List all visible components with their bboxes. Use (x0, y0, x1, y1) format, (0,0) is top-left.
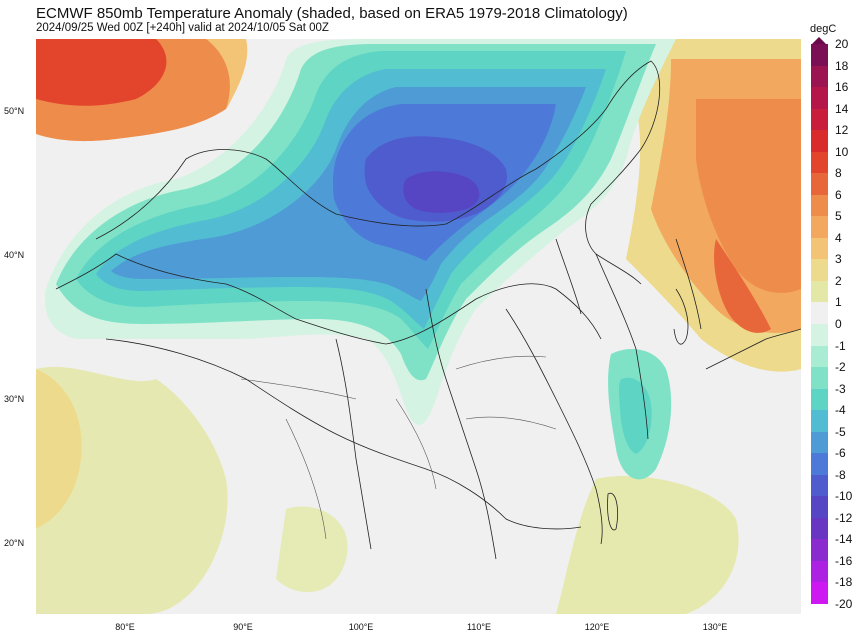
colorbar-segment (811, 324, 828, 347)
colorbar-segment (811, 280, 828, 303)
colorbar-tick-label: 3 (835, 252, 842, 267)
colorbar-segment (811, 431, 828, 454)
lat-label-50n: 50°N (4, 106, 25, 116)
lon-label-120e: 120°E (584, 622, 610, 632)
lon-label-80e: 80°E (115, 622, 135, 632)
colorbar-tick-label: -4 (835, 403, 846, 418)
colorbar-tick-label: 12 (835, 123, 849, 138)
map-subtitle: 2024/09/25 Wed 00Z [+240h] valid at 2024… (36, 22, 329, 34)
colorbar-segment (811, 345, 828, 368)
colorbar-unit: degC (810, 23, 837, 35)
colorbar-segment (811, 108, 828, 131)
colorbar-segment (811, 216, 828, 239)
colorbar-segment (811, 44, 828, 67)
colorbar-segment (811, 237, 828, 260)
colorbar-tick-label: -10 (835, 489, 853, 504)
anomaly-map-svg (36, 39, 801, 614)
colorbar-tick-label: 8 (835, 166, 842, 181)
colorbar-segment (811, 194, 828, 217)
lat-label-30n: 30°N (4, 394, 25, 404)
colorbar-tick-label: 16 (835, 80, 849, 95)
colorbar-segment (811, 173, 828, 196)
colorbar (811, 44, 828, 605)
colorbar-segment (811, 130, 828, 153)
colorbar-tick-label: -16 (835, 553, 853, 568)
colorbar-tick-label: -18 (835, 575, 853, 590)
colorbar-segment (811, 560, 828, 583)
colorbar-tick-label: 14 (835, 101, 849, 116)
colorbar-segment (811, 259, 828, 282)
lon-label-90e: 90°E (233, 622, 253, 632)
colorbar-tick-label: -2 (835, 360, 846, 375)
colorbar-segment (811, 474, 828, 497)
anomaly-map (36, 39, 801, 614)
colorbar-segment (811, 87, 828, 110)
colorbar-tick-label: -20 (835, 597, 853, 611)
colorbar-tick-label: 0 (835, 317, 842, 331)
colorbar-segment (811, 517, 828, 540)
colorbar-tick-label: -5 (835, 424, 846, 439)
colorbar-tick-label: 5 (835, 209, 842, 224)
lon-label-130e: 130°E (702, 622, 728, 632)
colorbar-segment (811, 388, 828, 411)
colorbar-tick-label: -12 (835, 510, 853, 525)
colorbar-tick-label: -6 (835, 446, 846, 461)
colorbar-tick-label: 20 (835, 37, 849, 51)
colorbar-tick-label: -8 (835, 467, 846, 482)
lat-label-20n: 20°N (4, 538, 25, 548)
colorbar-segment (811, 582, 828, 605)
colorbar-tick-label: 10 (835, 144, 849, 159)
colorbar-segment (811, 496, 828, 519)
colorbar-tick-label: -14 (835, 532, 853, 547)
colorbar-tick-label: 2 (835, 273, 842, 288)
colorbar-tick-label: 18 (835, 58, 849, 73)
colorbar-segment (811, 367, 828, 390)
colorbar-tick-label: -3 (835, 381, 846, 396)
colorbar-tick-label: 1 (835, 295, 842, 310)
colorbar-segment (811, 151, 828, 174)
lon-label-110e: 110°E (467, 622, 491, 632)
colorbar-segment (811, 453, 828, 476)
colorbar-tick-label: 6 (835, 187, 842, 202)
colorbar-segment (811, 302, 828, 325)
lon-label-100e: 100°E (348, 622, 374, 632)
colorbar-tick-label: -1 (835, 338, 846, 353)
map-title: ECMWF 850mb Temperature Anomaly (shaded,… (36, 5, 628, 22)
colorbar-segment (811, 65, 828, 88)
colorbar-segment (811, 539, 828, 562)
lat-label-40n: 40°N (4, 250, 25, 260)
colorbar-tick-label: 4 (835, 230, 842, 245)
colorbar-segment (811, 410, 828, 433)
colorbar-max-arrow (811, 37, 827, 45)
